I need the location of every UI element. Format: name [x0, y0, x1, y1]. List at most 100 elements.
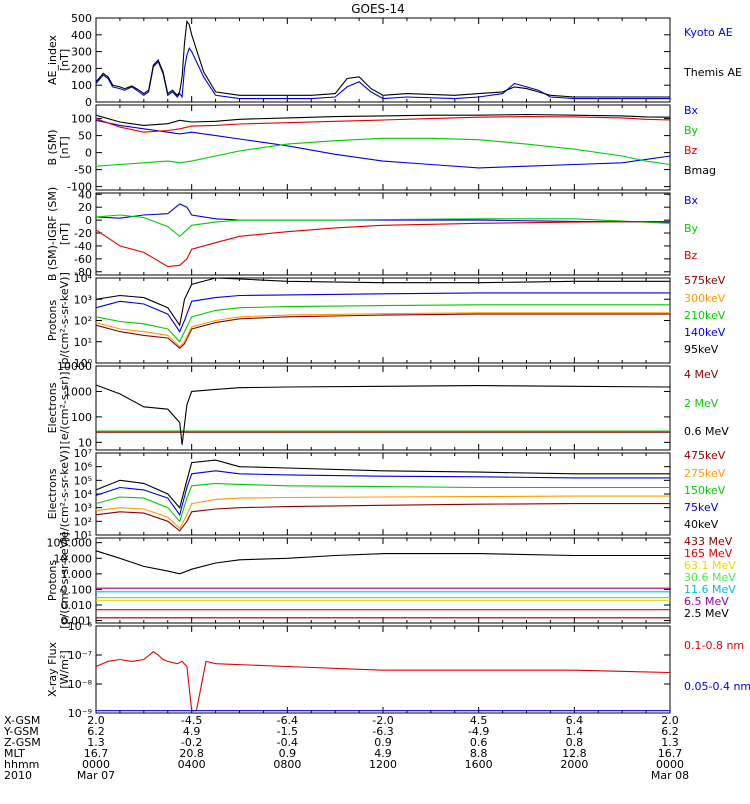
- y-tick-label: 100: [71, 113, 92, 126]
- x-axis-row-label: 2010: [4, 769, 32, 782]
- panel-frame: [95, 625, 671, 714]
- y-tick-label: 300: [71, 46, 92, 59]
- series-line-by: [95, 214, 671, 238]
- x-axis-value: -0.4: [277, 736, 298, 749]
- x-axis-value: 1.3: [661, 736, 679, 749]
- legend-label: 165 MeV: [684, 547, 733, 560]
- series-line-bx: [95, 203, 671, 223]
- y-tick-label: 500: [71, 12, 92, 25]
- x-axis-value: -0.2: [181, 736, 202, 749]
- y-axis-title: B (SM)-IGRF (SM): [46, 187, 59, 281]
- y-axis-title: X-ray Flux: [46, 641, 59, 697]
- legend-label: 0.05-0.4 nm: [684, 680, 750, 693]
- series-line-150kev: [95, 482, 670, 523]
- y-tick-label: 10²: [74, 515, 92, 528]
- x-axis-value: Mar 08: [651, 769, 689, 782]
- legend-label: 140keV: [684, 326, 726, 339]
- x-axis-value: Mar 07: [77, 769, 115, 782]
- legend-label: 475keV: [684, 449, 726, 462]
- panel-4: 10⁰ 10¹ 10² 10³ 10⁴ Protons [p/(cm²-s-sr-keV)]…: [46, 272, 726, 370]
- x-axis-row-label: X-GSM: [4, 714, 40, 727]
- panel-7: 0.001 0.010 0.100 1.000 10.000 100.000 Protons…: [46, 532, 736, 629]
- legend-label: 275keV: [684, 467, 726, 480]
- legend-label: 210keV: [684, 309, 726, 322]
- panel-2: -100 -50 0 50 100 B (SM) [nT] Bx By Bz Bmag: [46, 104, 716, 194]
- x-axis-row-label: Z-GSM: [4, 736, 41, 749]
- legend-label: 2.5 MeV: [684, 607, 729, 620]
- plot-title: GOES-14: [351, 2, 405, 16]
- series-line-275kev: [95, 495, 670, 530]
- y-axis-title: Protons: [46, 300, 59, 341]
- series-line-95kev: [95, 277, 670, 327]
- legend-label: 0.1-0.8 nm: [684, 639, 744, 652]
- series-line-bx: [95, 119, 671, 169]
- x-axis-value: 1200: [369, 758, 397, 771]
- series-line-bz: [95, 116, 671, 133]
- x-axis-value: 12.8: [562, 747, 587, 760]
- series-line-140kev: [95, 292, 670, 333]
- y-tick-label: 0.100: [61, 583, 93, 596]
- legend-label: By: [684, 222, 699, 235]
- panel-5: 10 100 1000 10000 Electrons [e/(cm²-s-sr)] 4 M…: [46, 360, 729, 451]
- x-axis-value: 1.3: [87, 736, 105, 749]
- x-axis-row-label: MLT: [4, 747, 25, 760]
- x-axis-value: 0.6: [470, 736, 488, 749]
- y-tick-label: 10⁻⁷: [68, 649, 92, 662]
- panel-frame: [95, 104, 671, 191]
- y-tick-label: -60: [74, 253, 92, 266]
- y-tick-label: 10.000: [54, 552, 93, 565]
- series-line-0-6-mev: [95, 384, 671, 445]
- y-axis-title: B (SM): [46, 129, 59, 165]
- x-axis-value: 16.7: [658, 747, 683, 760]
- y-tick-label: 1.000: [61, 568, 93, 581]
- y-axis-unit: [nT]: [58, 136, 71, 158]
- y-tick-label: -80: [74, 266, 92, 279]
- y-axis-unit: [nT]: [58, 49, 71, 71]
- series-line-300kev: [95, 312, 670, 348]
- series-line-75kev: [95, 470, 670, 517]
- y-axis-unit: [nT]: [58, 223, 71, 245]
- y-tick-label: 200: [71, 62, 92, 75]
- panel-frame: [95, 452, 671, 536]
- series-line-kyoto-ae: [95, 47, 670, 100]
- y-tick-label: -50: [74, 164, 92, 177]
- series-line-210kev: [95, 304, 670, 343]
- x-axis-value: 6.2: [87, 725, 105, 738]
- legend-label: 0.6 MeV: [684, 425, 729, 438]
- series-line-bz: [95, 220, 671, 268]
- legend-label: Kyoto AE: [684, 26, 733, 39]
- x-axis-value: 2000: [560, 758, 588, 771]
- y-tick-label: 0.001: [61, 615, 93, 628]
- series-line-2-5-mev: [95, 550, 670, 575]
- series-line-by: [95, 137, 671, 167]
- series-line-bmag: [95, 113, 671, 126]
- legend-label: 75keV: [684, 501, 719, 514]
- y-tick-label: 20: [78, 201, 92, 214]
- x-axis-value: 0000: [656, 758, 684, 771]
- legend-label: 63.1 MeV: [684, 559, 736, 572]
- y-tick-label: 0: [85, 147, 92, 160]
- panel-frame: [95, 365, 671, 451]
- y-tick-label: 100.000: [47, 537, 93, 550]
- x-axis-value: 4.9: [183, 725, 201, 738]
- panel-frame: [95, 17, 671, 103]
- panel-1: 0 100 200 300 400 500 AE_index [nT] Kyoto AE Them…: [46, 12, 742, 109]
- y-tick-label: 1000: [64, 385, 92, 398]
- y-tick-label: 100: [71, 411, 92, 424]
- y-axis-title: Protons: [46, 560, 59, 601]
- y-tick-label: -100: [67, 181, 92, 194]
- y-tick-label: 10000: [57, 360, 92, 373]
- x-axis-value: -4.9: [468, 725, 489, 738]
- series-line-575kev: [95, 313, 670, 349]
- legend-label: 4 MeV: [684, 368, 719, 381]
- x-axis-value: 0.8: [566, 736, 584, 749]
- panel-8: 10⁻⁹ 10⁻⁸ 10⁻⁷ 10⁻⁶ X-ray Flux [W/m²] 0.1-0.8 …: [46, 620, 750, 720]
- x-axis-value: -4.5: [181, 714, 202, 727]
- legend-label: By: [684, 124, 699, 137]
- series-line-40kev: [95, 459, 670, 509]
- y-axis-unit: [p/(cm²-s-sr-keV)]: [58, 272, 71, 369]
- y-tick-label: 0: [85, 96, 92, 109]
- y-tick-label: 0: [85, 214, 92, 227]
- x-axis-value: 0400: [178, 758, 206, 771]
